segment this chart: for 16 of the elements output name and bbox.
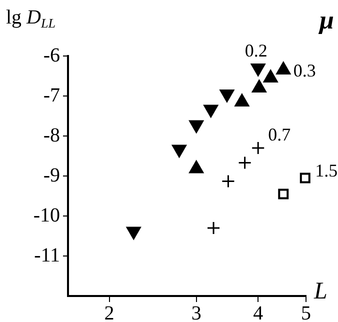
y-tick-label: -7 bbox=[43, 84, 60, 106]
x-axis-title: L bbox=[313, 278, 328, 304]
series-label: 0.2 bbox=[244, 40, 268, 61]
y-tick-label: -10 bbox=[33, 204, 60, 226]
y-tick-label: -9 bbox=[43, 164, 60, 186]
x-tick-label: 2 bbox=[104, 302, 114, 322]
series-label: 0.7 bbox=[268, 124, 291, 145]
series-label: 1.5 bbox=[315, 160, 338, 181]
x-tick-label: 4 bbox=[253, 302, 264, 322]
series-label: 0.3 bbox=[293, 60, 316, 81]
y-tick-label: -6 bbox=[43, 44, 60, 66]
x-tick-label: 3 bbox=[191, 302, 202, 322]
y-tick-label: -11 bbox=[34, 244, 60, 266]
text: μ bbox=[318, 6, 334, 35]
y-tick-label: -8 bbox=[43, 124, 60, 146]
x-tick-label: 5 bbox=[301, 302, 311, 322]
